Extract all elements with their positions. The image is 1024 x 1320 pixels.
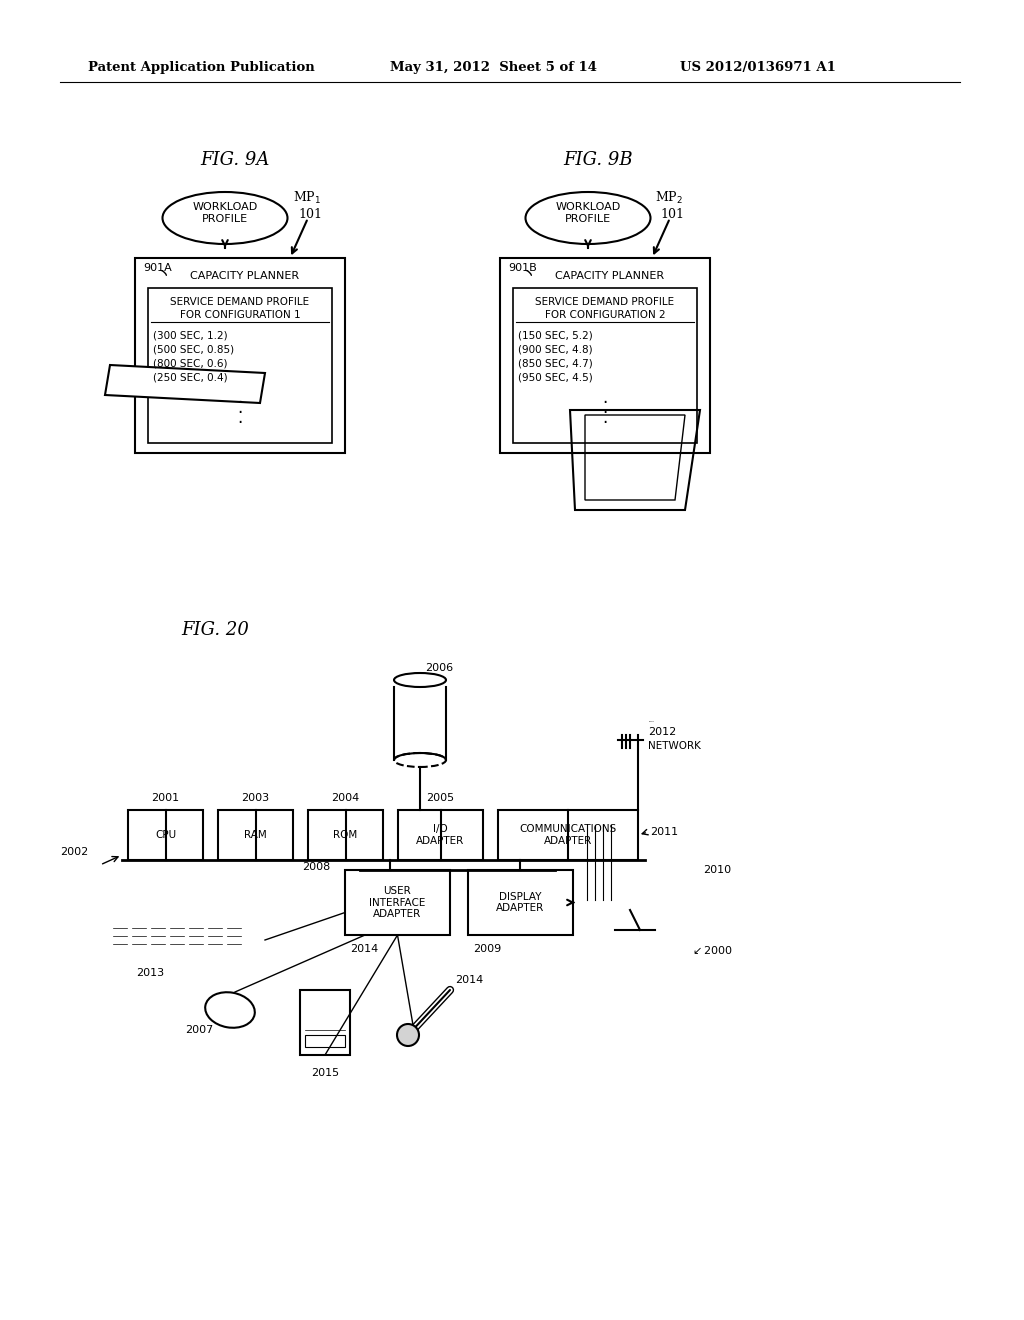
Text: CPU: CPU bbox=[155, 830, 176, 840]
Text: 901A: 901A bbox=[143, 263, 172, 273]
Text: WORKLOAD
PROFILE: WORKLOAD PROFILE bbox=[555, 202, 621, 224]
Ellipse shape bbox=[525, 191, 650, 244]
Text: FIG. 9A: FIG. 9A bbox=[201, 150, 269, 169]
Text: 2014: 2014 bbox=[350, 944, 378, 954]
Text: 2004: 2004 bbox=[332, 793, 359, 803]
Ellipse shape bbox=[394, 673, 446, 686]
Text: .: . bbox=[602, 389, 607, 407]
Text: .: . bbox=[238, 409, 243, 426]
Text: 2014: 2014 bbox=[455, 975, 483, 985]
Text: 2005: 2005 bbox=[426, 793, 455, 803]
Text: COMMUNICATIONS
ADAPTER: COMMUNICATIONS ADAPTER bbox=[519, 824, 616, 846]
Text: 2009: 2009 bbox=[473, 944, 502, 954]
Text: FOR CONFIGURATION 1: FOR CONFIGURATION 1 bbox=[179, 310, 300, 319]
Text: 2001: 2001 bbox=[152, 793, 179, 803]
Text: 2007: 2007 bbox=[185, 1026, 213, 1035]
Text: MP$_1$: MP$_1$ bbox=[293, 190, 322, 206]
Text: 2011: 2011 bbox=[650, 828, 678, 837]
Text: 101: 101 bbox=[298, 209, 322, 222]
Polygon shape bbox=[105, 366, 265, 403]
Ellipse shape bbox=[205, 993, 255, 1028]
Text: CAPACITY PLANNER: CAPACITY PLANNER bbox=[555, 271, 665, 281]
Text: FIG. 9B: FIG. 9B bbox=[563, 150, 633, 169]
Text: I/O
ADAPTER: I/O ADAPTER bbox=[417, 824, 465, 846]
Text: 901B: 901B bbox=[508, 263, 537, 273]
Text: USER
INTERFACE
ADAPTER: USER INTERFACE ADAPTER bbox=[370, 886, 426, 919]
Text: 2006: 2006 bbox=[425, 663, 454, 673]
Text: 2008: 2008 bbox=[302, 862, 330, 873]
Text: SERVICE DEMAND PROFILE: SERVICE DEMAND PROFILE bbox=[170, 297, 309, 308]
Ellipse shape bbox=[397, 1024, 419, 1045]
Text: SERVICE DEMAND PROFILE: SERVICE DEMAND PROFILE bbox=[536, 297, 675, 308]
Text: (300 SEC, 1.2): (300 SEC, 1.2) bbox=[153, 330, 227, 341]
Text: US 2012/0136971 A1: US 2012/0136971 A1 bbox=[680, 62, 836, 74]
Text: (250 SEC, 0.4): (250 SEC, 0.4) bbox=[153, 372, 227, 381]
Text: (150 SEC, 5.2): (150 SEC, 5.2) bbox=[518, 330, 593, 341]
Text: .: . bbox=[602, 399, 607, 417]
Text: 2012: 2012 bbox=[648, 727, 676, 737]
Text: 2015: 2015 bbox=[311, 1068, 339, 1078]
Text: $\leftarrow$2012: $\leftarrow$2012 bbox=[648, 719, 655, 725]
Text: 2002: 2002 bbox=[59, 847, 88, 857]
Text: CAPACITY PLANNER: CAPACITY PLANNER bbox=[190, 271, 299, 281]
Text: $\swarrow$2000: $\swarrow$2000 bbox=[690, 944, 733, 956]
Text: (900 SEC, 4.8): (900 SEC, 4.8) bbox=[518, 345, 593, 354]
Text: (800 SEC, 0.6): (800 SEC, 0.6) bbox=[153, 358, 227, 368]
Text: FOR CONFIGURATION 2: FOR CONFIGURATION 2 bbox=[545, 310, 666, 319]
Text: (500 SEC, 0.85): (500 SEC, 0.85) bbox=[153, 345, 234, 354]
Text: (850 SEC, 4.7): (850 SEC, 4.7) bbox=[518, 358, 593, 368]
Text: MP$_2$: MP$_2$ bbox=[655, 190, 683, 206]
Text: RAM: RAM bbox=[244, 830, 267, 840]
Text: (950 SEC, 4.5): (950 SEC, 4.5) bbox=[518, 372, 593, 381]
Text: 2010: 2010 bbox=[703, 865, 731, 875]
Text: Patent Application Publication: Patent Application Publication bbox=[88, 62, 314, 74]
Text: FIG. 20: FIG. 20 bbox=[181, 620, 249, 639]
Text: 101: 101 bbox=[660, 209, 684, 222]
Text: May 31, 2012  Sheet 5 of 14: May 31, 2012 Sheet 5 of 14 bbox=[390, 62, 597, 74]
Text: NETWORK: NETWORK bbox=[648, 741, 700, 751]
Text: .: . bbox=[238, 399, 243, 417]
Text: .: . bbox=[602, 409, 607, 426]
Text: WORKLOAD
PROFILE: WORKLOAD PROFILE bbox=[193, 202, 258, 224]
Text: 2003: 2003 bbox=[242, 793, 269, 803]
Text: ROM: ROM bbox=[334, 830, 357, 840]
Text: .: . bbox=[238, 389, 243, 407]
Text: DISPLAY
ADAPTER: DISPLAY ADAPTER bbox=[497, 892, 545, 913]
Ellipse shape bbox=[163, 191, 288, 244]
Text: 2013: 2013 bbox=[136, 968, 164, 978]
